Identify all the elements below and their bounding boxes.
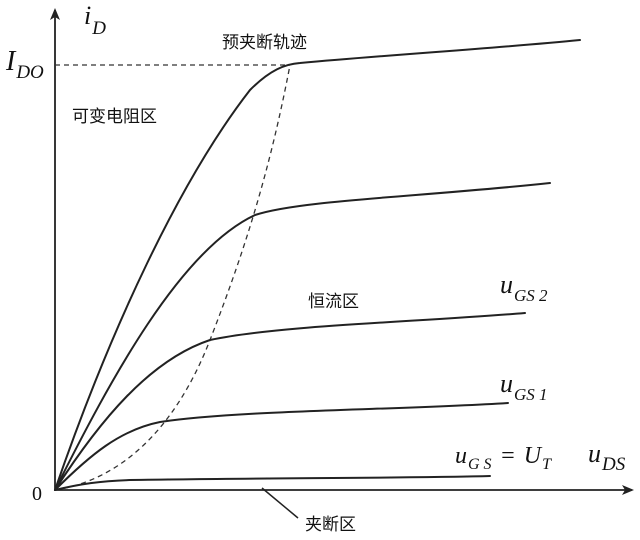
curve-ugs-ut xyxy=(54,475,491,491)
ugs-equals-ut-label: uG S = UT xyxy=(455,443,552,473)
ido-label: IDO xyxy=(5,46,44,83)
constant-current-region-label: 恒流区 xyxy=(308,292,359,312)
ugs2-label: uGS 2 xyxy=(500,270,548,305)
pinchoff-locus-label: 预夹断轨迹 xyxy=(222,33,307,53)
curve-top xyxy=(54,39,581,491)
pinchoff-locus-curve xyxy=(54,64,291,491)
cutoff-leader-line xyxy=(261,487,299,519)
cutoff-region-label: 夹断区 xyxy=(305,515,356,535)
y-axis-label: iD xyxy=(84,1,106,39)
ugs1-label: uGS 1 xyxy=(500,369,548,404)
origin-label: 0 xyxy=(32,483,42,505)
curve-ugs1 xyxy=(54,402,509,491)
x-axis-label: uDS xyxy=(588,439,626,475)
curve-ugs2 xyxy=(54,312,526,491)
variable-resistance-region-label: 可变电阻区 xyxy=(72,107,157,127)
curve-upper-middle xyxy=(54,182,551,491)
